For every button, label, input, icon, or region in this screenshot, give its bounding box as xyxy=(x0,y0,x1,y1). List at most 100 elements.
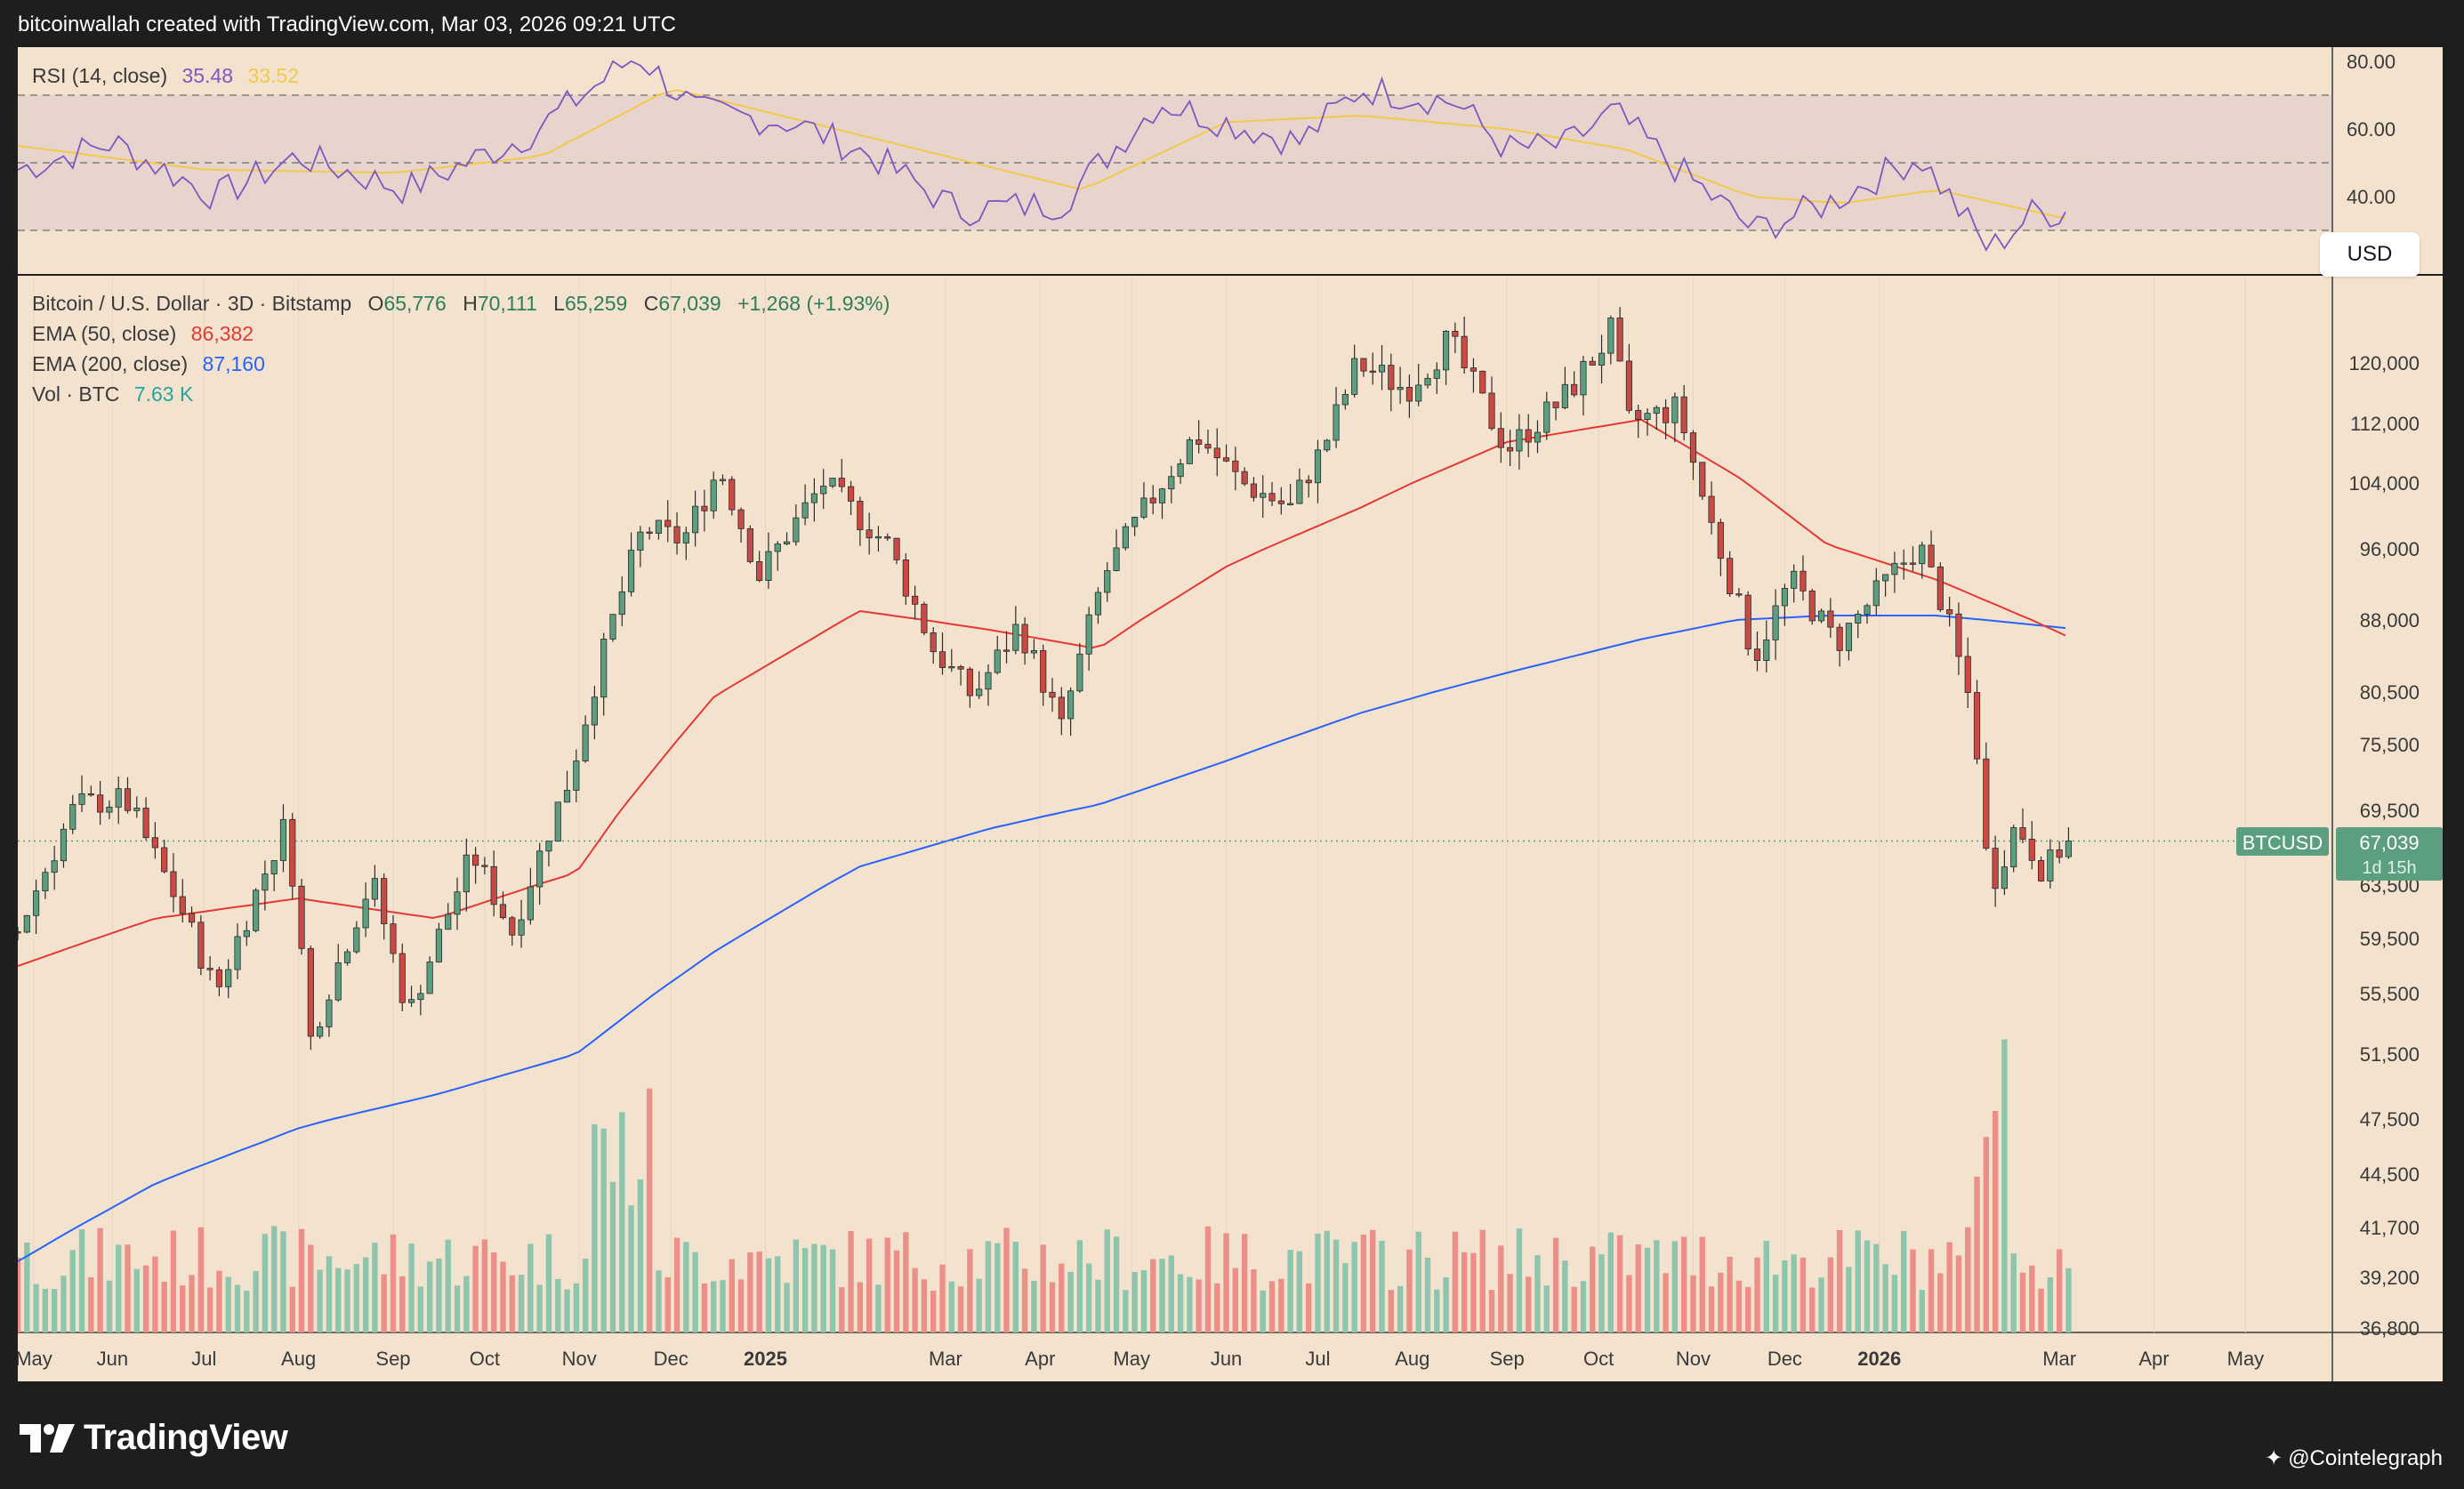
volume-bar xyxy=(97,1227,103,1332)
time-axis-tick: 2026 xyxy=(1857,1348,1901,1370)
time-axis-tick: May xyxy=(1113,1348,1150,1370)
candle-body xyxy=(1928,544,1935,567)
credit-text: @Cointelegraph xyxy=(2288,1445,2443,1470)
volume-bar xyxy=(42,1288,49,1332)
volume-bar xyxy=(1196,1279,1202,1332)
volume-bar xyxy=(509,1275,515,1332)
candle-body xyxy=(399,953,406,1003)
volume-bar xyxy=(756,1252,762,1332)
candle-body xyxy=(1507,447,1514,452)
volume-bar xyxy=(2029,1265,2035,1332)
volume-bar xyxy=(1159,1259,1165,1332)
ema50-value: 86,382 xyxy=(191,322,254,345)
candle-body xyxy=(1222,457,1230,462)
volume-bar xyxy=(1479,1229,1486,1332)
volume-bar xyxy=(18,1257,21,1332)
volume-bar xyxy=(436,1258,442,1332)
price-axis-tick: 104,000 xyxy=(2348,472,2420,495)
candle-body xyxy=(435,929,443,962)
candle-body xyxy=(481,865,488,867)
volume-bar xyxy=(189,1275,195,1332)
volume-bar xyxy=(1076,1240,1083,1332)
volume-bar xyxy=(1626,1275,1632,1332)
candle-body xyxy=(810,493,817,503)
candle-body xyxy=(151,837,158,849)
candle-body xyxy=(1817,610,1825,622)
volume-bar xyxy=(1635,1244,1641,1332)
candle-body xyxy=(1177,463,1184,478)
candle-body xyxy=(1324,439,1331,451)
candle-body xyxy=(902,559,909,597)
legend: RSI (14, close) 35.48 33.52 Bitcoin / U.… xyxy=(32,64,890,406)
candle-body xyxy=(527,886,534,921)
candle-body xyxy=(1727,558,1734,594)
volume-bar xyxy=(417,1286,424,1332)
volume-legend: Vol · BTC 7.63 K xyxy=(32,382,194,406)
candle-body xyxy=(1360,358,1367,372)
tradingview-logo[interactable]: TradingView xyxy=(20,1418,288,1458)
candle-body xyxy=(407,999,415,1003)
volume-bar xyxy=(280,1231,286,1332)
rsi-axis-tick: 80.00 xyxy=(2347,51,2396,73)
volume-bar xyxy=(518,1275,525,1332)
volume-bar xyxy=(656,1270,662,1332)
price-axis-tick: 59,500 xyxy=(2360,928,2420,950)
volume-bar xyxy=(1571,1286,1577,1332)
candle-body xyxy=(197,922,205,969)
candle-body xyxy=(655,519,663,534)
candle-body xyxy=(343,951,351,963)
volume-bar xyxy=(948,1281,954,1332)
candle-body xyxy=(225,969,232,987)
candle-body xyxy=(262,873,269,891)
time-axis-tick: Jul xyxy=(191,1348,216,1370)
candle-body xyxy=(97,794,104,813)
ema50-label: EMA (50, close) xyxy=(32,322,176,345)
close-label: C xyxy=(644,292,659,315)
candle-body xyxy=(1149,497,1156,503)
candle-body xyxy=(1845,623,1853,651)
volume-bar xyxy=(472,1245,479,1332)
price-axis-tick: 75,500 xyxy=(2360,734,2420,756)
candle-body xyxy=(142,808,149,839)
candle-body xyxy=(1791,570,1798,589)
candle-body xyxy=(1158,488,1166,503)
volume-bar xyxy=(536,1284,543,1332)
candle-body xyxy=(1516,429,1523,452)
volume-bar xyxy=(957,1286,964,1332)
candle-body xyxy=(499,904,507,919)
volume-bar xyxy=(106,1280,113,1332)
candle-body xyxy=(518,919,525,936)
candle-body xyxy=(783,541,791,544)
volume-bar xyxy=(362,1257,369,1332)
volume-bar xyxy=(390,1234,397,1332)
candle-body xyxy=(463,854,470,893)
volume-bar xyxy=(903,1232,909,1332)
volume-bar xyxy=(1095,1279,1101,1332)
candle-body xyxy=(1616,318,1623,362)
candle-body xyxy=(1333,404,1340,441)
time-axis-tick: Dec xyxy=(1767,1348,1802,1370)
chart-canvas[interactable]: 80.0060.0040.0020.00120,000112,000104,00… xyxy=(18,47,2443,1381)
volume-bar xyxy=(1846,1267,1852,1332)
volume-bar xyxy=(399,1276,406,1332)
candle-body xyxy=(179,896,186,914)
price-tag-countdown: 1d 15h xyxy=(2362,858,2416,878)
candle-body xyxy=(1287,503,1294,505)
volume-label: Vol · BTC xyxy=(32,382,119,406)
volume-bar xyxy=(1342,1263,1349,1332)
volume-bar xyxy=(2038,1288,2044,1332)
currency-button[interactable]: USD xyxy=(2320,232,2420,277)
volume-bar xyxy=(1168,1255,1174,1332)
volume-bar xyxy=(408,1243,415,1332)
volume-bar xyxy=(2065,1268,2072,1332)
price-axis-tick: 69,500 xyxy=(2360,800,2420,822)
candle-body xyxy=(600,639,608,698)
symbol-name: Bitcoin / U.S. Dollar · 3D · Bitstamp xyxy=(32,292,351,315)
volume-bar xyxy=(1974,1176,1980,1332)
volume-bar xyxy=(1260,1290,1266,1332)
candle-body xyxy=(1937,566,1944,610)
volume-bar xyxy=(1370,1229,1376,1332)
price-tag-price: 67,039 xyxy=(2359,832,2419,854)
volume-bar xyxy=(116,1244,122,1332)
volume-bar xyxy=(152,1256,158,1332)
